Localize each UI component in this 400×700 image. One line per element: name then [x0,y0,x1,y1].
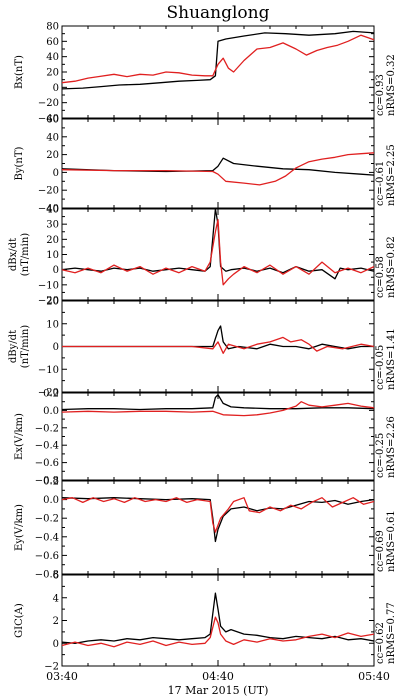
cc-label-gic: cc=0.62 [375,622,386,664]
y-tick-label: −20 [38,98,59,109]
panel-ex: −0.8 −0.6 −0.4 −0.2 0.0 0.2 Ex(V/km) cc=-0.25 nR… [14,389,397,487]
y-tick-label: 0 [53,639,59,650]
series-line-ey-observed [61,497,375,543]
y-tick-label: 4 [53,593,59,604]
y-tick-label: 40 [46,205,59,216]
y-tick-label: −40 [38,114,59,125]
y-axis-label-dby: dBy/dt [8,330,19,363]
nrms-label-dby: nRMS=1.41 [386,328,397,390]
panel-frame-by [61,118,375,209]
y-tick-label: 0.2 [43,389,59,400]
y-axis-label-dby: (nT/min) [20,325,31,369]
series-line-dby-observed [62,325,374,350]
x-axis: 03:40 04:40 05:40 17 Mar 2015 (UT) [46,670,390,697]
panel-bx: −40 −20 0 20 40 60 80 Bx(nT) cc=0.93 nRMS=0.32 [14,22,397,125]
y-tick-label: −0.4 [35,441,59,452]
y-tick-label: 2 [53,616,59,627]
y-tick-label: −10 [38,280,59,291]
y-axis-label-dbx: (nT/min) [20,233,31,277]
series-line-dbx-modeled [61,218,375,286]
cc-label-by: cc=-0.61 [375,161,386,206]
y-tick-label: 80 [46,22,59,33]
nrms-label-ex: nRMS=2.26 [386,416,397,478]
y-tick-label: 60 [46,115,59,126]
y-tick-label: 0 [53,168,59,179]
x-tick-label-mid: 04:40 [202,670,234,683]
cc-label-ey: cc=0.69 [375,530,386,572]
y-tick-label: 20 [46,150,59,161]
y-axis-label-ey: Ey(V/km) [14,504,25,551]
y-tick-label: −0.2 [35,423,59,434]
y-tick-label: 10 [46,250,59,261]
panel-ey: −0.8 −0.6 −0.4 −0.2 0.0 0.2 Ey(V/km) cc=0.69 nRM… [14,477,397,581]
y-tick-label: 60 [46,37,59,48]
y-tick-label: 40 [46,132,59,143]
panel-frame-ey [61,480,375,575]
y-axis-label-ex: Ex(V/km) [14,413,25,460]
chart-title: Shuanglong [166,3,269,23]
series-line-dby-modeled [62,336,375,354]
y-tick-label: 20 [46,297,59,308]
y-axis-label-by: By(nT) [14,146,25,180]
cc-label-ex: cc=-0.25 [375,433,386,478]
y-tick-label: 20 [46,235,59,246]
nrms-label-gic: nRMS=0.77 [386,602,397,664]
panel-frame-bx [61,25,375,119]
y-tick-label: 0.0 [43,406,59,417]
y-tick-label: 30 [46,220,59,231]
y-tick-label: 10 [46,319,59,330]
y-tick-label: −0.6 [35,551,59,562]
series-line-by-observed [61,157,375,176]
y-axis-label-dbx: dBx/dt [8,238,19,271]
series-line-gic-modeled [61,616,375,648]
y-tick-label: −0.2 [35,514,59,525]
y-tick-label: −0.4 [35,532,59,543]
y-tick-label: −0.8 [35,570,59,581]
cc-label-bx: cc=0.93 [375,74,386,116]
panel-dby: −20 −10 0 10 20 dBy/dt (nT/min) cc=-0.05 nRMS=1.… [8,297,397,399]
panel-by: −40 −20 0 20 40 60 By(nT) cc=-0.61 nRMS=2.25 [14,115,397,215]
series-line-bx-modeled [61,34,375,84]
y-tick-label: 6 [53,571,59,582]
nrms-label-ey: nRMS=0.61 [386,510,397,572]
nrms-label-dbx: nRMS=0.82 [386,236,397,298]
nrms-label-by: nRMS=2.25 [386,144,397,206]
y-tick-label: 0.2 [43,477,59,488]
y-tick-label: 20 [46,68,59,79]
y-tick-label: 0.0 [43,495,59,506]
nrms-label-bx: nRMS=0.32 [386,54,397,116]
series-line-gic-observed [61,592,375,644]
cc-label-dbx: cc=0.58 [375,256,386,298]
panel-gic: −2 0 2 4 6 GIC(A) cc=0.62 nRMS=0.77 [14,571,397,673]
y-tick-label: −2 [44,662,59,673]
y-tick-label: 0 [53,265,59,276]
y-tick-label: −20 [38,388,59,399]
y-tick-label: −40 [38,204,59,215]
y-tick-label: −0.6 [35,458,59,469]
x-tick-label-end: 05:40 [358,670,390,683]
panel-dbx: −20 −10 0 10 20 30 40 dBx/dt (nT/min) cc=0.58 nRMS… [8,205,397,307]
y-tick-label: 0 [53,342,59,353]
y-tick-label: −20 [38,296,59,307]
series-line-bx-observed [61,30,375,90]
cc-label-dby: cc=-0.05 [375,345,386,390]
series-line-ex-observed [61,394,375,411]
series-line-ex-modeled [61,401,375,417]
series-line-by-modeled [61,152,375,186]
y-tick-label: −0.8 [35,476,59,487]
series-line-ey-modeled [61,497,375,533]
y-axis-label-gic: GIC(A) [14,603,25,638]
y-tick-label: 40 [46,52,59,63]
x-axis-label: 17 Mar 2015 (UT) [168,684,269,697]
panel-frame-gic [61,574,375,667]
y-tick-label: −10 [38,365,59,376]
x-tick-label-start: 03:40 [46,670,78,683]
y-tick-label: −20 [38,186,59,197]
y-axis-label-bx: Bx(nT) [14,55,25,89]
y-tick-label: 0 [53,83,59,94]
